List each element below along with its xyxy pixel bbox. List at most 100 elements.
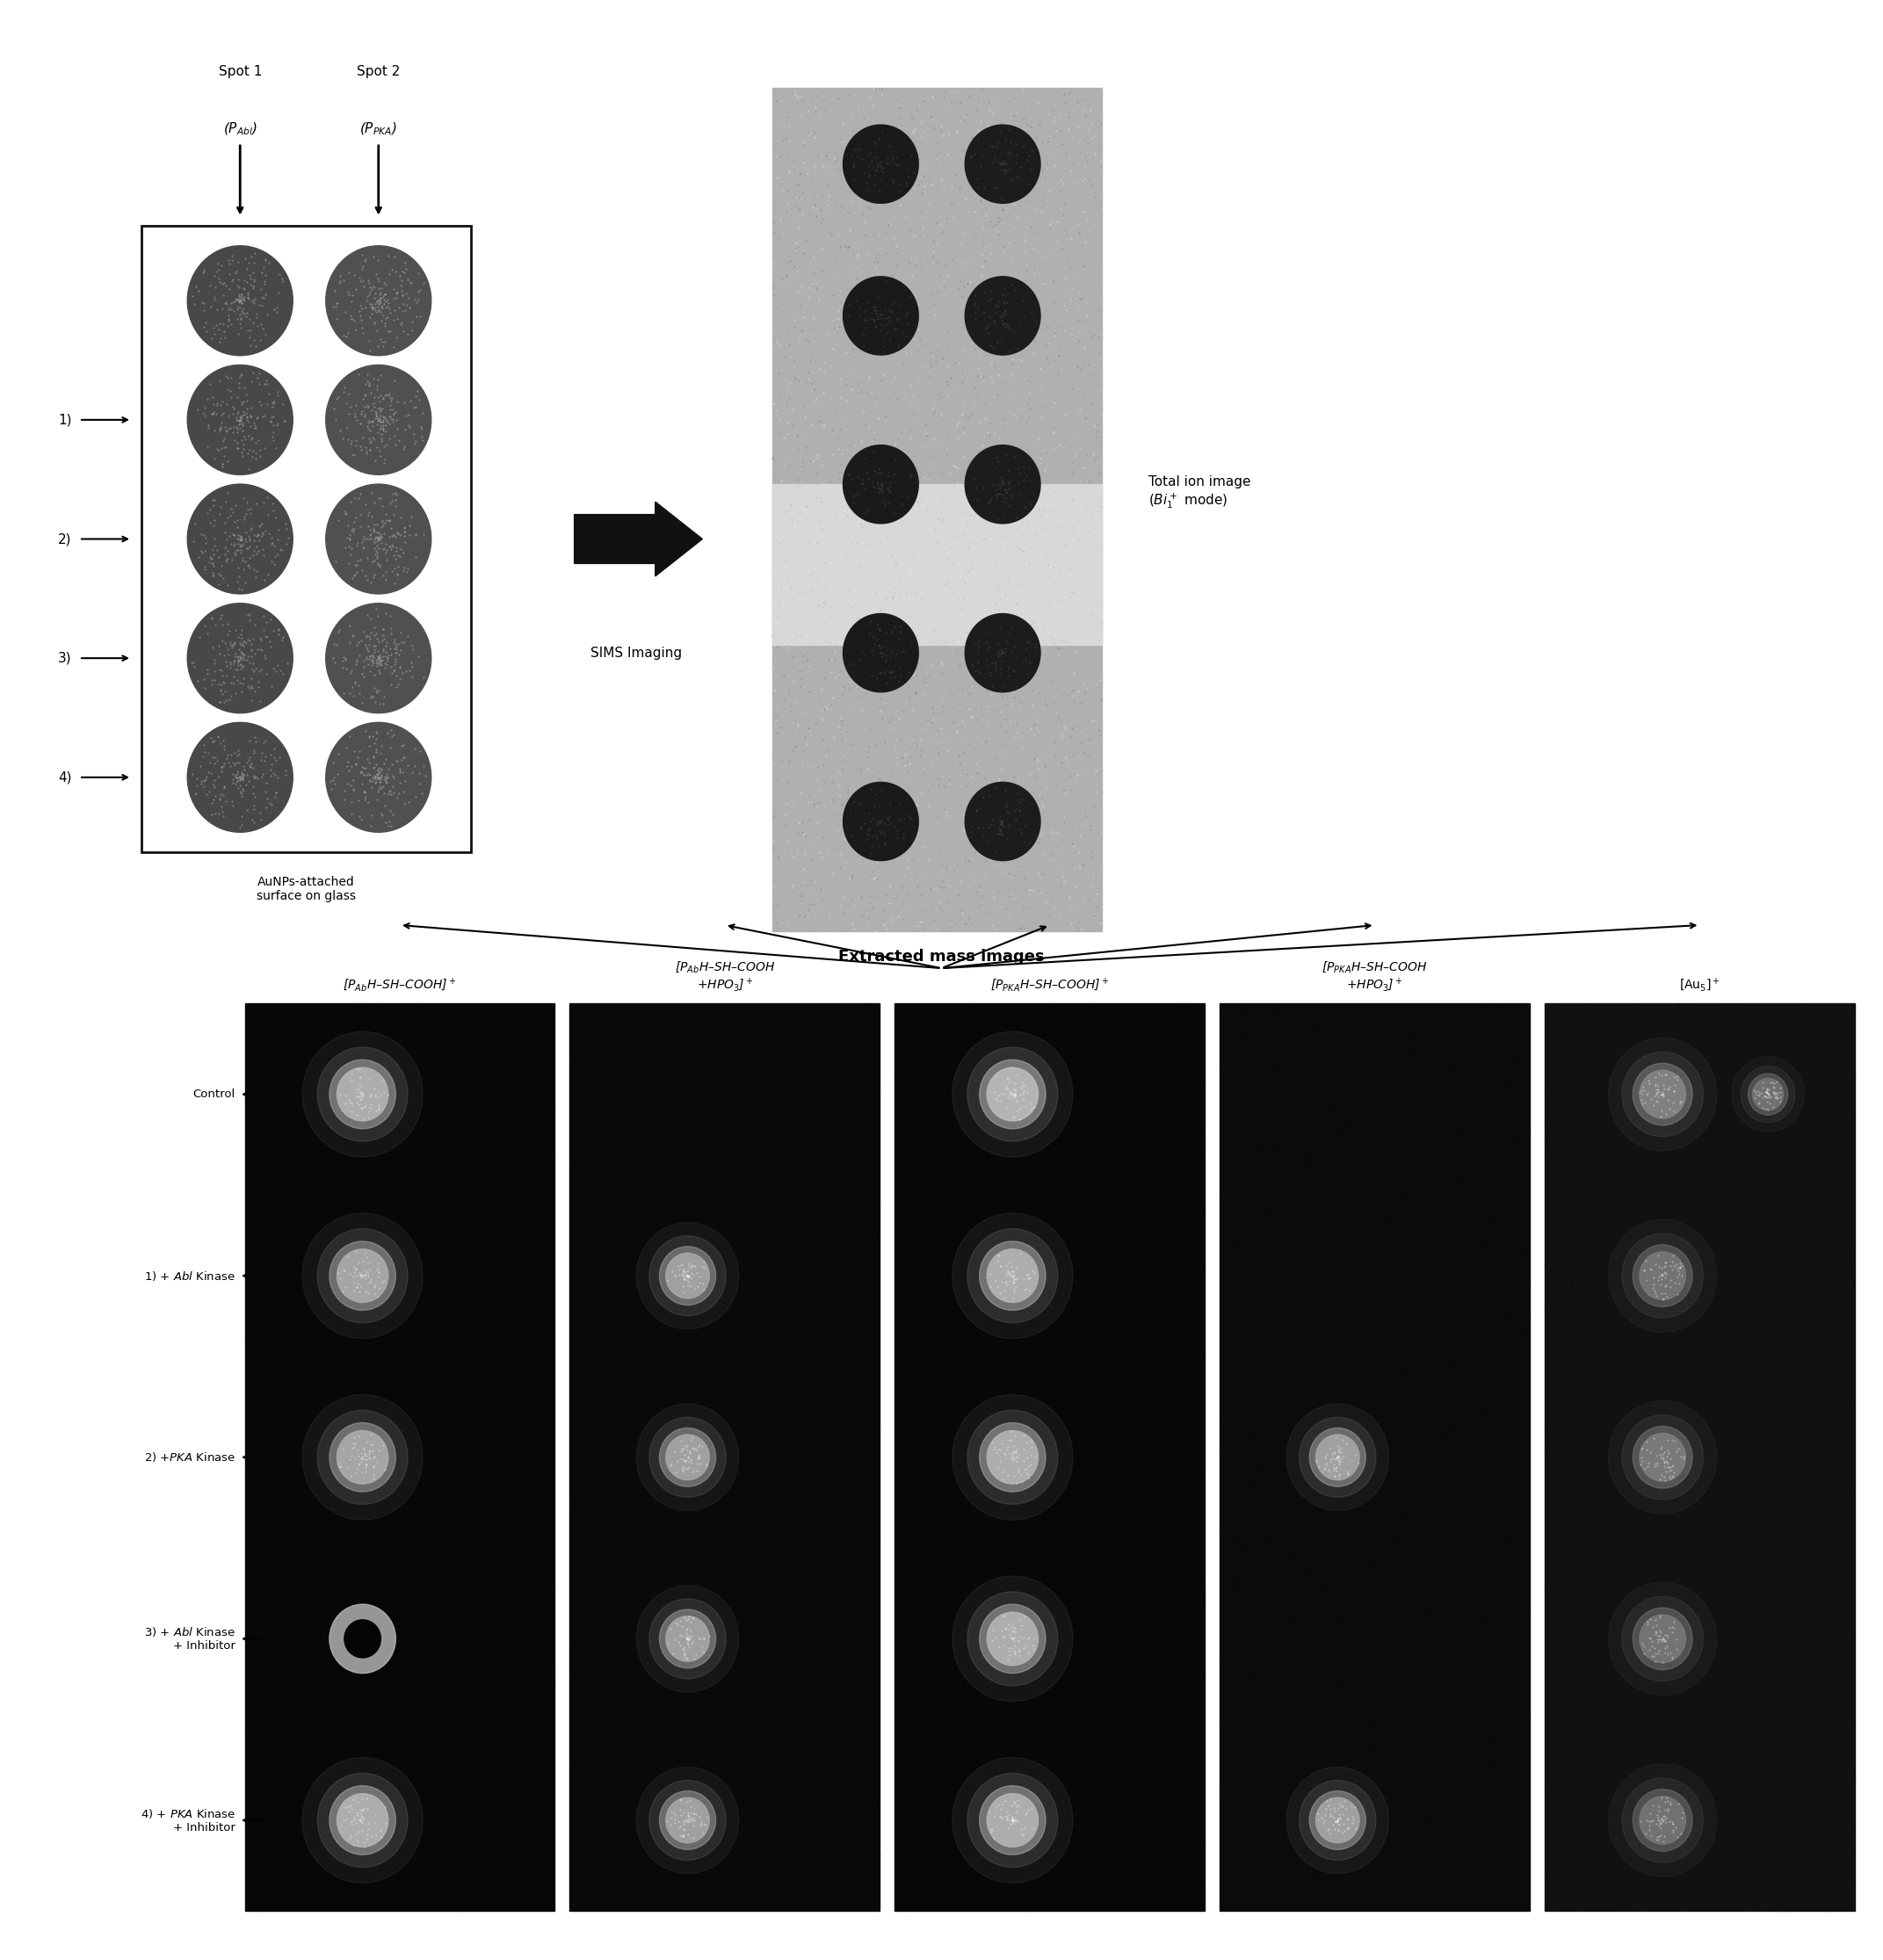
- Circle shape: [987, 1793, 1038, 1846]
- Circle shape: [1742, 1066, 1794, 1123]
- Circle shape: [968, 1229, 1058, 1323]
- Bar: [1220, 1004, 1529, 1911]
- Circle shape: [987, 1249, 1038, 1301]
- Circle shape: [966, 445, 1039, 523]
- Circle shape: [650, 1780, 727, 1860]
- Circle shape: [188, 365, 294, 474]
- Circle shape: [659, 1609, 716, 1668]
- Text: Control: Control: [192, 1088, 235, 1100]
- Circle shape: [636, 1403, 738, 1511]
- Bar: [894, 1004, 1205, 1911]
- Circle shape: [318, 1774, 409, 1868]
- Circle shape: [337, 1793, 388, 1846]
- Bar: [772, 88, 1102, 931]
- Circle shape: [979, 1241, 1045, 1309]
- Text: SIMS Imaging: SIMS Imaging: [591, 647, 682, 661]
- Text: [Au$_5$]$^+$: [Au$_5$]$^+$: [1680, 976, 1721, 994]
- Circle shape: [659, 1429, 716, 1486]
- Circle shape: [636, 1768, 738, 1874]
- Circle shape: [636, 1223, 738, 1329]
- Text: [P$_{PKA}$H–SH–COOH
+$HPO_3$]$^+$: [P$_{PKA}$H–SH–COOH +$HPO_3$]$^+$: [1322, 960, 1427, 994]
- Text: AuNPs-attached
surface on glass: AuNPs-attached surface on glass: [256, 876, 356, 904]
- Circle shape: [966, 125, 1039, 204]
- Circle shape: [1621, 1053, 1704, 1137]
- Circle shape: [303, 1758, 424, 1884]
- Circle shape: [330, 1423, 395, 1492]
- Circle shape: [1633, 1245, 1693, 1307]
- Circle shape: [844, 445, 919, 523]
- Circle shape: [953, 1396, 1073, 1521]
- Circle shape: [1621, 1778, 1704, 1862]
- Circle shape: [1621, 1595, 1704, 1682]
- Circle shape: [968, 1774, 1058, 1868]
- Circle shape: [953, 1031, 1073, 1156]
- Circle shape: [968, 1592, 1058, 1686]
- Circle shape: [966, 276, 1039, 355]
- Text: (P$_{Abl}$): (P$_{Abl}$): [222, 122, 258, 137]
- Circle shape: [1608, 1401, 1717, 1513]
- Text: [P$_{PKA}$H–SH–COOH]$^+$: [P$_{PKA}$H–SH–COOH]$^+$: [990, 976, 1109, 994]
- Circle shape: [337, 1249, 388, 1301]
- FancyArrow shape: [574, 502, 702, 576]
- Circle shape: [326, 365, 431, 474]
- Circle shape: [1633, 1062, 1693, 1125]
- Circle shape: [188, 604, 294, 713]
- Circle shape: [1747, 1074, 1787, 1115]
- Circle shape: [1299, 1780, 1376, 1860]
- Circle shape: [1640, 1070, 1685, 1119]
- Text: [P$_{Ab}$H–SH–COOH]$^+$: [P$_{Ab}$H–SH–COOH]$^+$: [343, 976, 456, 994]
- Circle shape: [659, 1791, 716, 1850]
- Circle shape: [953, 1213, 1073, 1339]
- Circle shape: [337, 1431, 388, 1484]
- Circle shape: [1309, 1429, 1365, 1486]
- Text: 2) +$PKA$ Kinase: 2) +$PKA$ Kinase: [143, 1450, 235, 1464]
- Bar: [772, 484, 1102, 645]
- Text: Total ion image
($Bi_1^+$ mode): Total ion image ($Bi_1^+$ mode): [1149, 474, 1250, 510]
- Circle shape: [636, 1586, 738, 1691]
- Text: (P$_{PKA}$): (P$_{PKA}$): [360, 122, 397, 137]
- Bar: [245, 1004, 555, 1911]
- Circle shape: [326, 245, 431, 355]
- Text: 2): 2): [58, 533, 72, 545]
- Text: 1): 1): [58, 414, 72, 427]
- Circle shape: [968, 1411, 1058, 1505]
- Circle shape: [1753, 1078, 1783, 1109]
- Circle shape: [318, 1047, 409, 1141]
- Circle shape: [966, 782, 1039, 860]
- Circle shape: [337, 1068, 388, 1121]
- Circle shape: [667, 1252, 710, 1298]
- Circle shape: [953, 1576, 1073, 1701]
- Circle shape: [326, 604, 431, 713]
- Circle shape: [844, 613, 919, 692]
- Circle shape: [979, 1060, 1045, 1129]
- Circle shape: [1608, 1582, 1717, 1695]
- Circle shape: [650, 1417, 727, 1497]
- Circle shape: [667, 1435, 710, 1480]
- Circle shape: [1608, 1764, 1717, 1878]
- Text: 4): 4): [58, 770, 72, 784]
- Circle shape: [1286, 1403, 1390, 1511]
- Bar: [141, 225, 471, 853]
- Circle shape: [188, 245, 294, 355]
- Circle shape: [987, 1431, 1038, 1484]
- Text: 4) + $PKA$ Kinase
    + Inhibitor: 4) + $PKA$ Kinase + Inhibitor: [139, 1807, 235, 1833]
- Circle shape: [1633, 1427, 1693, 1488]
- Circle shape: [987, 1068, 1038, 1121]
- Circle shape: [1299, 1417, 1376, 1497]
- Circle shape: [844, 125, 919, 204]
- Circle shape: [318, 1229, 409, 1323]
- Circle shape: [1621, 1415, 1704, 1499]
- Circle shape: [188, 484, 294, 594]
- Circle shape: [303, 1213, 424, 1339]
- Circle shape: [345, 1619, 380, 1658]
- Circle shape: [330, 1060, 395, 1129]
- Circle shape: [330, 1241, 395, 1309]
- Circle shape: [1316, 1797, 1360, 1842]
- Circle shape: [844, 782, 919, 860]
- Circle shape: [650, 1237, 727, 1315]
- Circle shape: [1608, 1039, 1717, 1151]
- Circle shape: [1621, 1233, 1704, 1319]
- Circle shape: [979, 1786, 1045, 1854]
- Circle shape: [1316, 1435, 1360, 1480]
- Text: Spot 1: Spot 1: [218, 65, 262, 78]
